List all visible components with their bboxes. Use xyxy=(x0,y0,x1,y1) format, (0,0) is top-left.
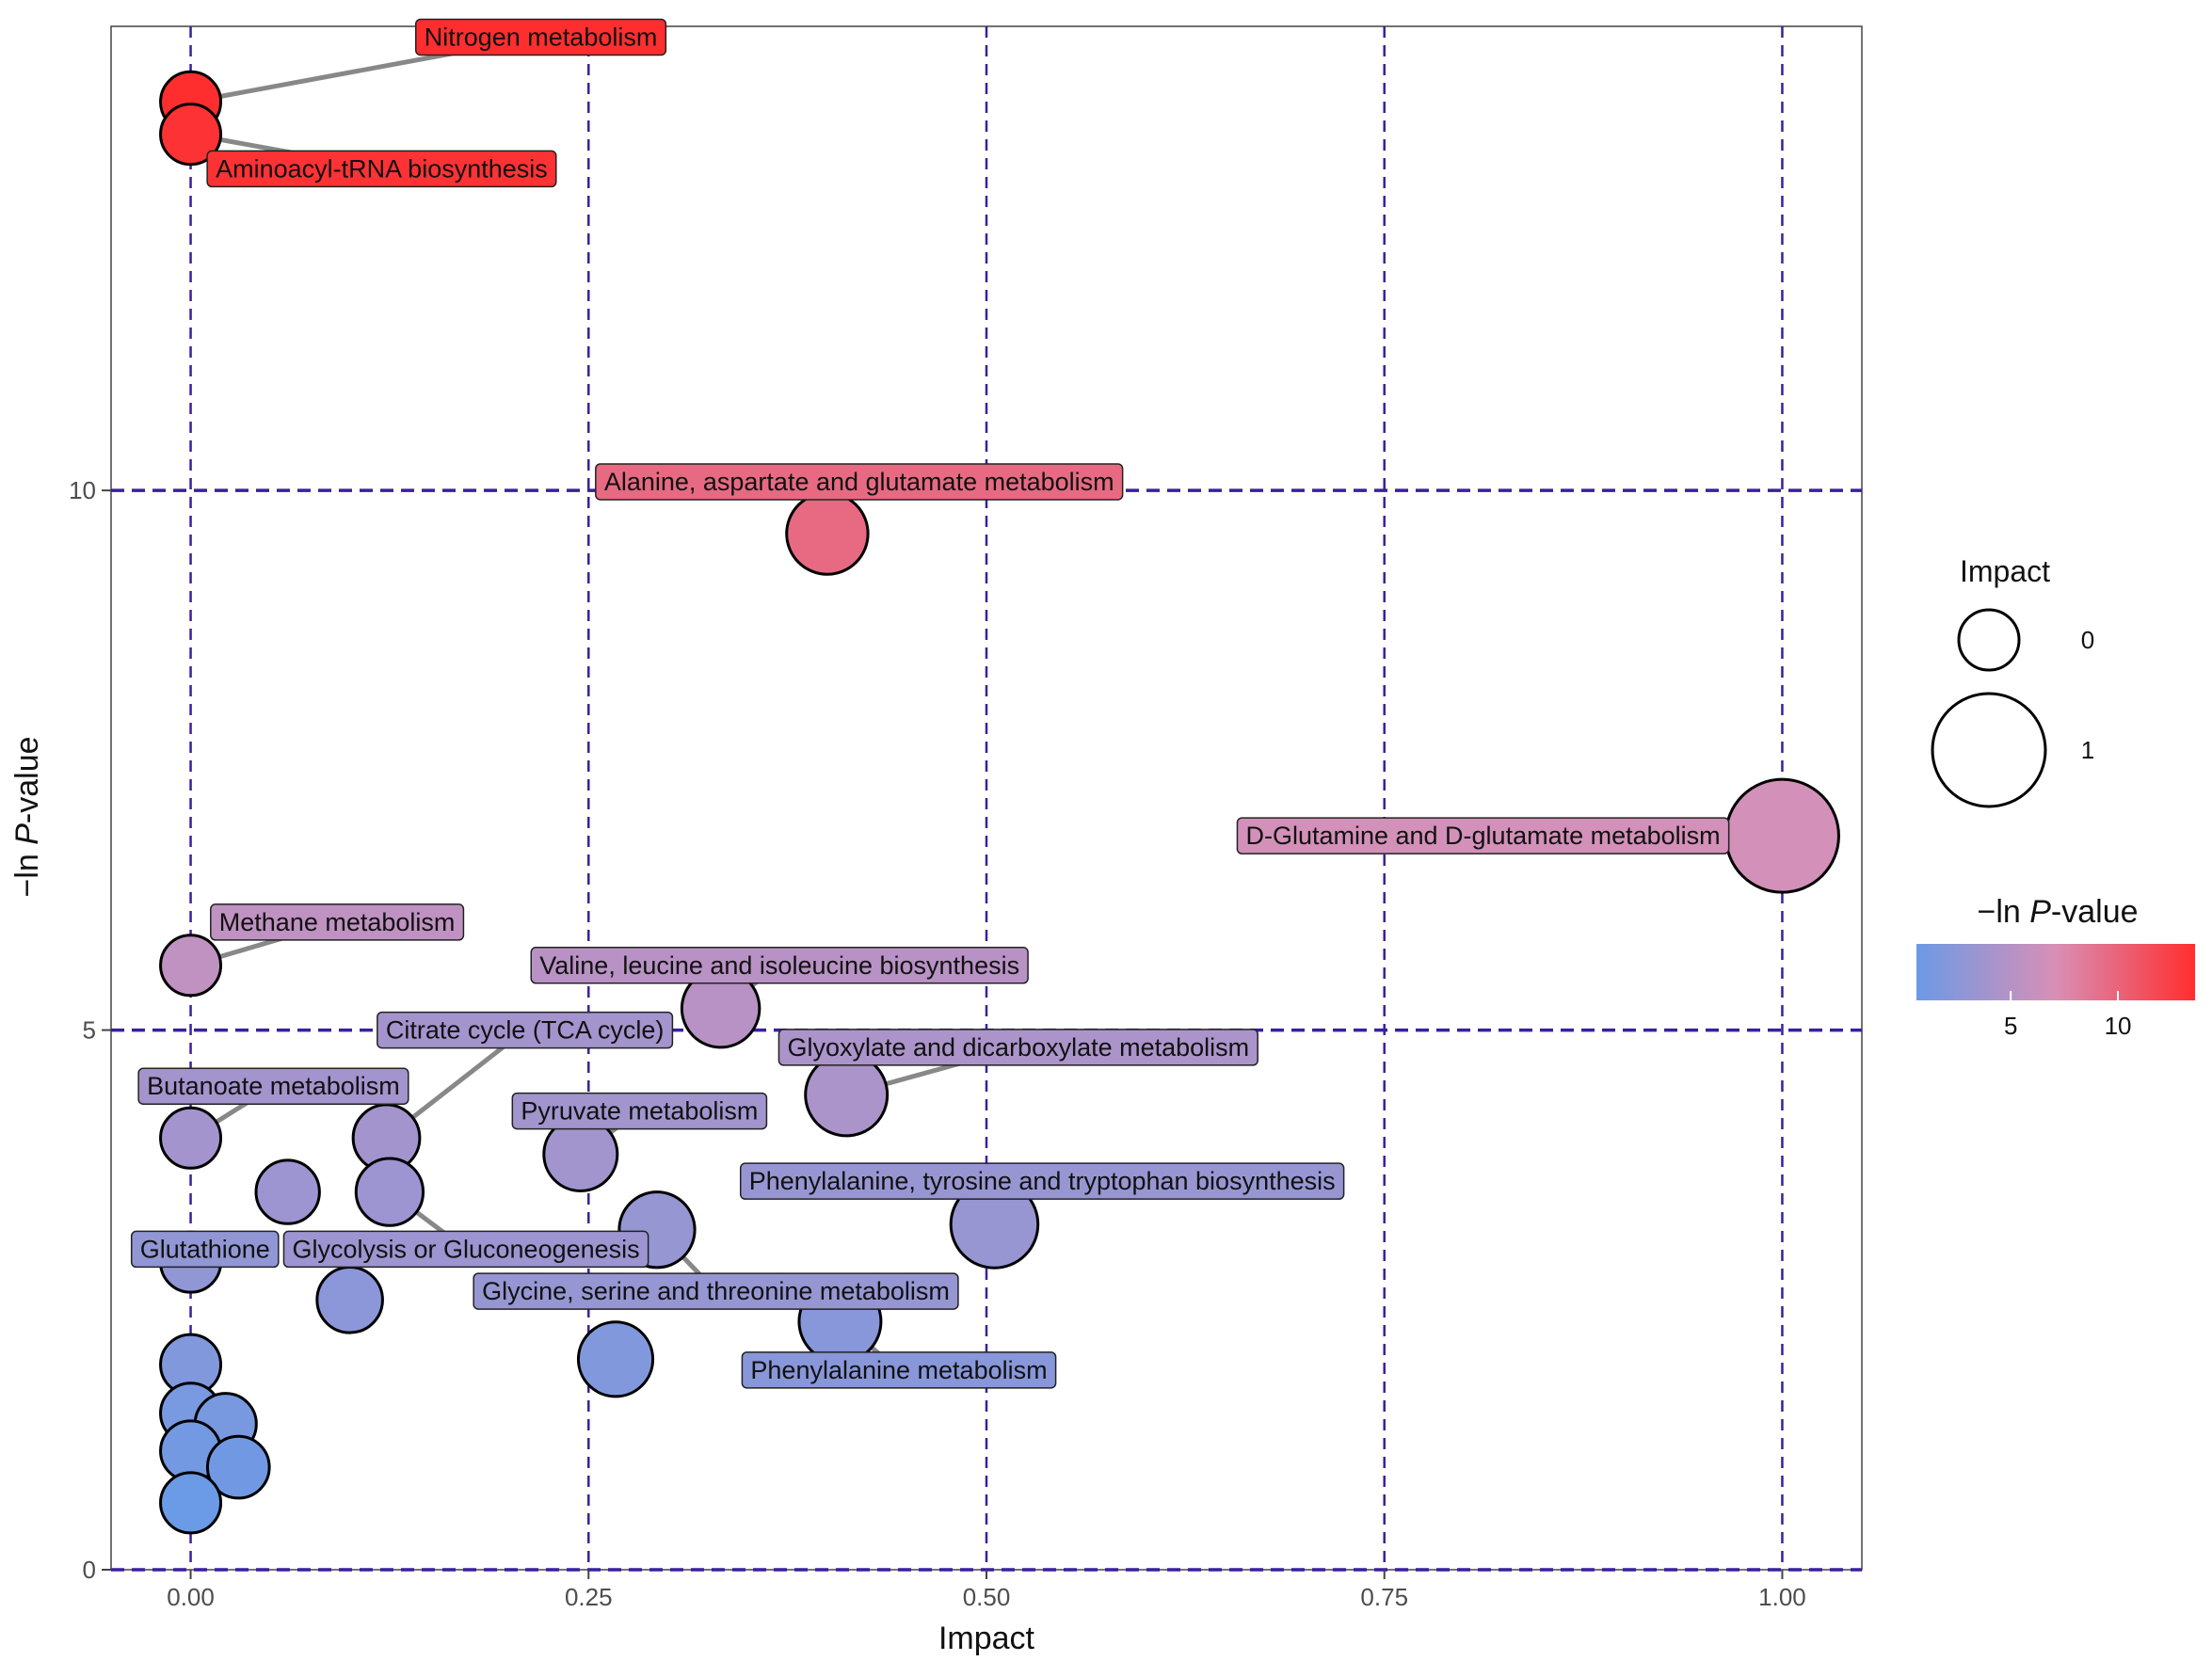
axes: 0.00 0.25 0.50 0.75 1.00 0 5 10 Impact −ln P-valu… xyxy=(9,476,1806,1656)
data-point-3 xyxy=(1723,777,1840,894)
data-point-4 xyxy=(159,934,223,998)
point-label-box-11 xyxy=(282,1230,649,1269)
point-label-text-13: Glycine, serine and threonine metabolism xyxy=(482,1277,950,1305)
point-label-13: Glycine, serine and threonine metabolism xyxy=(473,1272,959,1310)
point-label-box-10 xyxy=(739,1162,1345,1200)
point-label-11: Glycolysis or Gluconeogenesis xyxy=(282,1230,649,1269)
size-legend-title: Impact xyxy=(1960,554,2050,588)
point-label-text-14: Phenylalanine metabolism xyxy=(750,1356,1047,1384)
y-tick-label-1: 5 xyxy=(83,1016,96,1045)
color-legend-title-prefix: −ln xyxy=(1977,894,2029,930)
point-label-5: Valine, leucine and isoleucine biosynthe… xyxy=(530,947,1029,984)
data-point-22 xyxy=(205,1434,271,1500)
data-point-16 xyxy=(315,1265,384,1334)
point-label-box-2 xyxy=(595,463,1124,501)
x-axis-title: Impact xyxy=(938,1621,1035,1656)
x-tick-label-4: 1.00 xyxy=(1758,1583,1806,1611)
point-label-box-8 xyxy=(137,1067,409,1105)
data-point-1 xyxy=(159,103,223,167)
legends: Impact 0 1 −ln P-value 5 10 xyxy=(1916,554,2195,1040)
point-label-text-0: Nitrogen metabolism xyxy=(425,23,658,51)
point-label-text-7: Glyoxylate and dicarboxylate metabolism xyxy=(787,1033,1249,1062)
point-label-box-5 xyxy=(530,947,1029,984)
data-point-8 xyxy=(159,1106,223,1170)
point-label-9: Pyruvate metabolism xyxy=(511,1092,768,1130)
y-tick-label-2: 10 xyxy=(69,476,96,504)
point-label-box-1 xyxy=(206,150,557,188)
point-label-4: Methane metabolism xyxy=(210,903,465,941)
data-points xyxy=(159,70,1840,1535)
point-label-text-3: D-Glutamine and D-glutamate metabolism xyxy=(1245,822,1720,850)
size-legend-label-1: 1 xyxy=(2081,736,2094,764)
y-axis-title-suffix: -value xyxy=(9,736,45,823)
point-label-text-6: Citrate cycle (TCA cycle) xyxy=(386,1016,665,1045)
data-point-2 xyxy=(785,491,870,576)
point-label-0: Nitrogen metabolism xyxy=(414,18,667,56)
x-tick-label-0: 0.00 xyxy=(167,1583,215,1611)
point-label-text-4: Methane metabolism xyxy=(219,908,456,936)
y-axis-title-italic: P xyxy=(9,823,45,845)
data-point-11 xyxy=(354,1157,425,1227)
color-legend-title: −ln P-value xyxy=(1977,894,2138,930)
point-label-box-12 xyxy=(130,1230,280,1269)
point-label-3: D-Glutamine and D-glutamate metabolism xyxy=(1236,817,1730,854)
point-labels: Nitrogen metabolism Aminoacyl-tRNA biosyn… xyxy=(130,18,1730,1389)
point-label-7: Glyoxylate and dicarboxylate metabolism xyxy=(777,1029,1258,1066)
point-label-box-7 xyxy=(777,1029,1258,1066)
data-point-15 xyxy=(254,1158,321,1225)
point-label-box-0 xyxy=(414,18,667,56)
x-tick-label-3: 0.75 xyxy=(1360,1583,1408,1611)
point-label-box-6 xyxy=(377,1011,674,1049)
point-label-12: Glutathione xyxy=(130,1230,280,1269)
point-label-14: Phenylalanine metabolism xyxy=(741,1351,1057,1389)
point-label-text-8: Butanoate metabolism xyxy=(147,1072,400,1100)
color-legend-tick-label-1: 10 xyxy=(2105,1012,2132,1040)
point-label-text-1: Aminoacyl-tRNA biosynthesis xyxy=(216,154,548,183)
size-legend-label-0: 0 xyxy=(2081,626,2094,654)
point-label-2: Alanine, aspartate and glutamate metabol… xyxy=(595,463,1124,501)
point-label-10: Phenylalanine, tyrosine and tryptophan b… xyxy=(739,1162,1345,1200)
point-label-1: Aminoacyl-tRNA biosynthesis xyxy=(206,150,557,188)
data-point-17 xyxy=(576,1320,655,1398)
color-legend-bar xyxy=(1916,944,2195,1000)
color-legend-tick-label-0: 5 xyxy=(2004,1012,2017,1040)
size-legend-circle-1 xyxy=(1931,692,2047,808)
point-label-box-3 xyxy=(1236,817,1730,854)
point-label-text-5: Valine, leucine and isoleucine biosynthe… xyxy=(539,951,1019,980)
point-label-box-4 xyxy=(210,903,465,941)
color-legend-title-suffix: -value xyxy=(2051,894,2139,930)
point-label-box-14 xyxy=(741,1351,1057,1389)
data-point-23 xyxy=(159,1471,223,1535)
point-label-text-12: Glutathione xyxy=(140,1235,270,1263)
point-label-box-13 xyxy=(473,1272,959,1310)
point-label-text-9: Pyruvate metabolism xyxy=(521,1097,758,1126)
data-point-7 xyxy=(804,1052,890,1138)
point-label-text-2: Alanine, aspartate and glutamate metabol… xyxy=(604,468,1114,496)
size-legend-circle-0 xyxy=(1957,608,2021,672)
x-tick-label-2: 0.50 xyxy=(963,1583,1011,1611)
point-label-6: Citrate cycle (TCA cycle) xyxy=(377,1011,674,1049)
color-legend-title-italic: P xyxy=(2029,894,2051,930)
y-tick-label-0: 0 xyxy=(83,1556,96,1584)
point-label-box-9 xyxy=(511,1092,768,1130)
y-axis-title: −ln P-value xyxy=(9,736,45,897)
x-tick-label-1: 0.25 xyxy=(565,1583,613,1611)
point-label-8: Butanoate metabolism xyxy=(137,1067,409,1105)
point-label-text-11: Glycolysis or Gluconeogenesis xyxy=(292,1235,639,1263)
y-axis-title-prefix: −ln xyxy=(9,845,45,898)
point-label-text-10: Phenylalanine, tyrosine and tryptophan b… xyxy=(749,1167,1336,1195)
